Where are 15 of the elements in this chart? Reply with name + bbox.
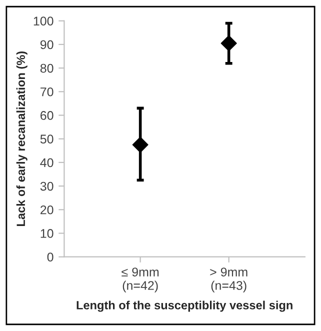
y-tick-label: 40 [40,158,54,168]
y-tick-label: 60 [40,111,54,120]
y-tick-label: 50 [40,134,54,144]
y-tick-label: 70 [40,87,54,96]
y-axis-title: Lack of early recanalization (%) [16,52,28,226]
y-tick-label: 80 [40,64,54,73]
x-tick-label: > 9mm (n=43) [210,268,248,292]
y-tick-label: 10 [40,229,54,238]
y-tick-label: 30 [40,182,54,191]
y-tick-label: 100 [34,16,54,26]
y-tick-label: 90 [40,40,54,50]
y-tick-label: 20 [40,205,54,214]
x-tick-label: ≤ 9mm (n=42) [122,268,159,292]
y-tick-label: 0 [47,252,54,262]
x-axis-title: Length of the susceptiblity vessel sign [76,300,292,312]
